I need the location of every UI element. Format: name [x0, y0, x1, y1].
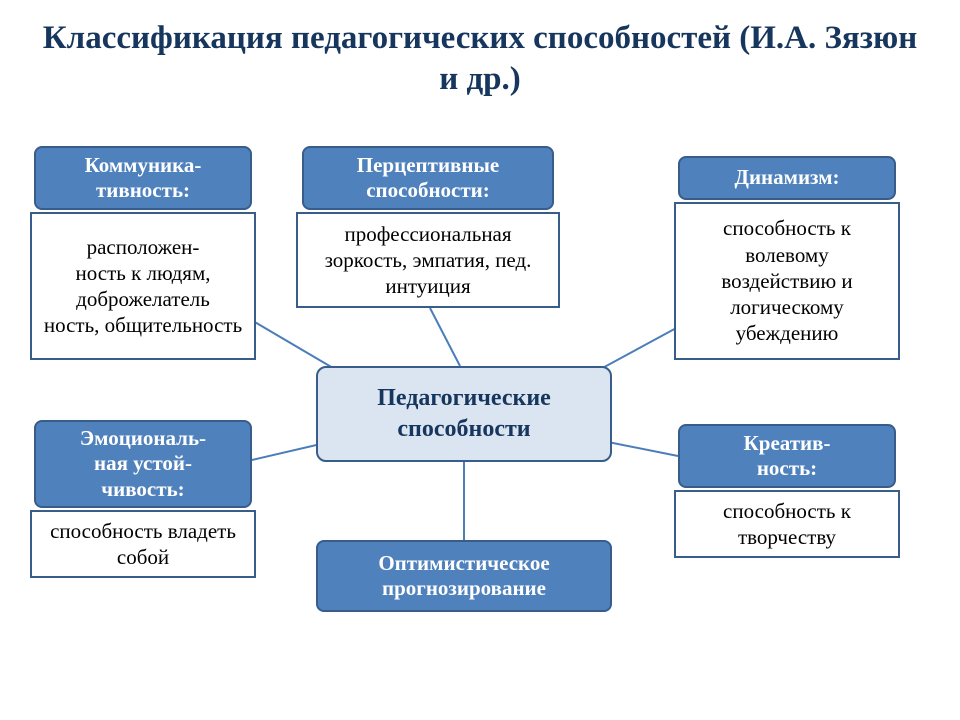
connector-line: [430, 308, 460, 366]
page-title: Классификация педагогических способносте…: [0, 0, 960, 111]
node-header-communicativeness: Коммуника-тивность:: [34, 146, 252, 210]
node-body-perceptive: профессиональная зоркость, эмпатия, пед.…: [296, 212, 560, 308]
node-body-dynamism: способность к волевому воздействию и лог…: [674, 202, 900, 360]
node-header-perceptive: Перцептивные способности:: [302, 146, 554, 210]
node-header-dynamism: Динамизм:: [678, 156, 896, 200]
node-header-optimism: Оптимистическое прогнозирование: [316, 540, 612, 612]
node-body-communicativeness: расположен-ность к людям, доброжелательн…: [30, 212, 256, 360]
node-body-creativity: способность к творчеству: [674, 490, 900, 558]
node-body-emotional: способность владеть собой: [30, 510, 256, 578]
node-header-creativity: Креатив-ность:: [678, 424, 896, 488]
central-node: Педагогические способности: [316, 366, 612, 462]
node-header-emotional: Эмоциональ-ная устой-чивость:: [34, 420, 252, 508]
